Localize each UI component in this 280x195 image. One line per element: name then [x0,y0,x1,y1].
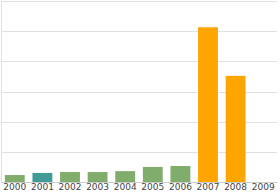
x-tick: 2008 [224,182,247,192]
bar [143,167,163,182]
x-tick: 2000 [3,182,26,192]
x-tick: 2001 [31,182,54,192]
x-tick: 2006 [169,182,192,192]
x-tick-label: 2005 [141,182,164,192]
bar [115,171,135,182]
bar [170,166,190,182]
chart: 2000 2001 2002 2003 2004 2005 2006 2007 2008 2009 [0,0,280,195]
bar [5,175,25,182]
grid-line [1,31,277,32]
x-tick-label: 2007 [197,182,220,192]
x-tick: 2007 [197,182,220,192]
grid [1,2,277,183]
x-tick: 2003 [86,182,109,192]
grid-line [1,1,277,2]
bar [88,172,108,182]
bar [198,27,218,182]
x-tick: 2002 [59,182,82,192]
x-tick-label: 2004 [114,182,137,192]
x-tick: 2005 [141,182,164,192]
x-tick-label: 2006 [169,182,192,192]
bar [226,76,246,182]
x-tick-label: 2003 [86,182,109,192]
y-axis [1,2,3,183]
bar [60,172,80,182]
y-axis-line [1,2,2,183]
x-tick-label: 2000 [3,182,26,192]
x-tick: 2009 [252,182,275,192]
x-tick-label: 2008 [224,182,247,192]
x-tick-label: 2002 [59,182,82,192]
bar [32,173,52,182]
plot: 2000 2001 2002 2003 2004 2005 2006 2007 2008 2009 [1,2,278,193]
x-axis: 2000 2001 2002 2003 2004 2005 2006 2007 2008 2009 [2,182,278,192]
x-tick: 2004 [114,182,137,192]
x-tick-label: 2001 [31,182,54,192]
bars [5,27,246,182]
x-tick-label: 2009 [252,182,275,192]
grid-line [1,61,277,62]
